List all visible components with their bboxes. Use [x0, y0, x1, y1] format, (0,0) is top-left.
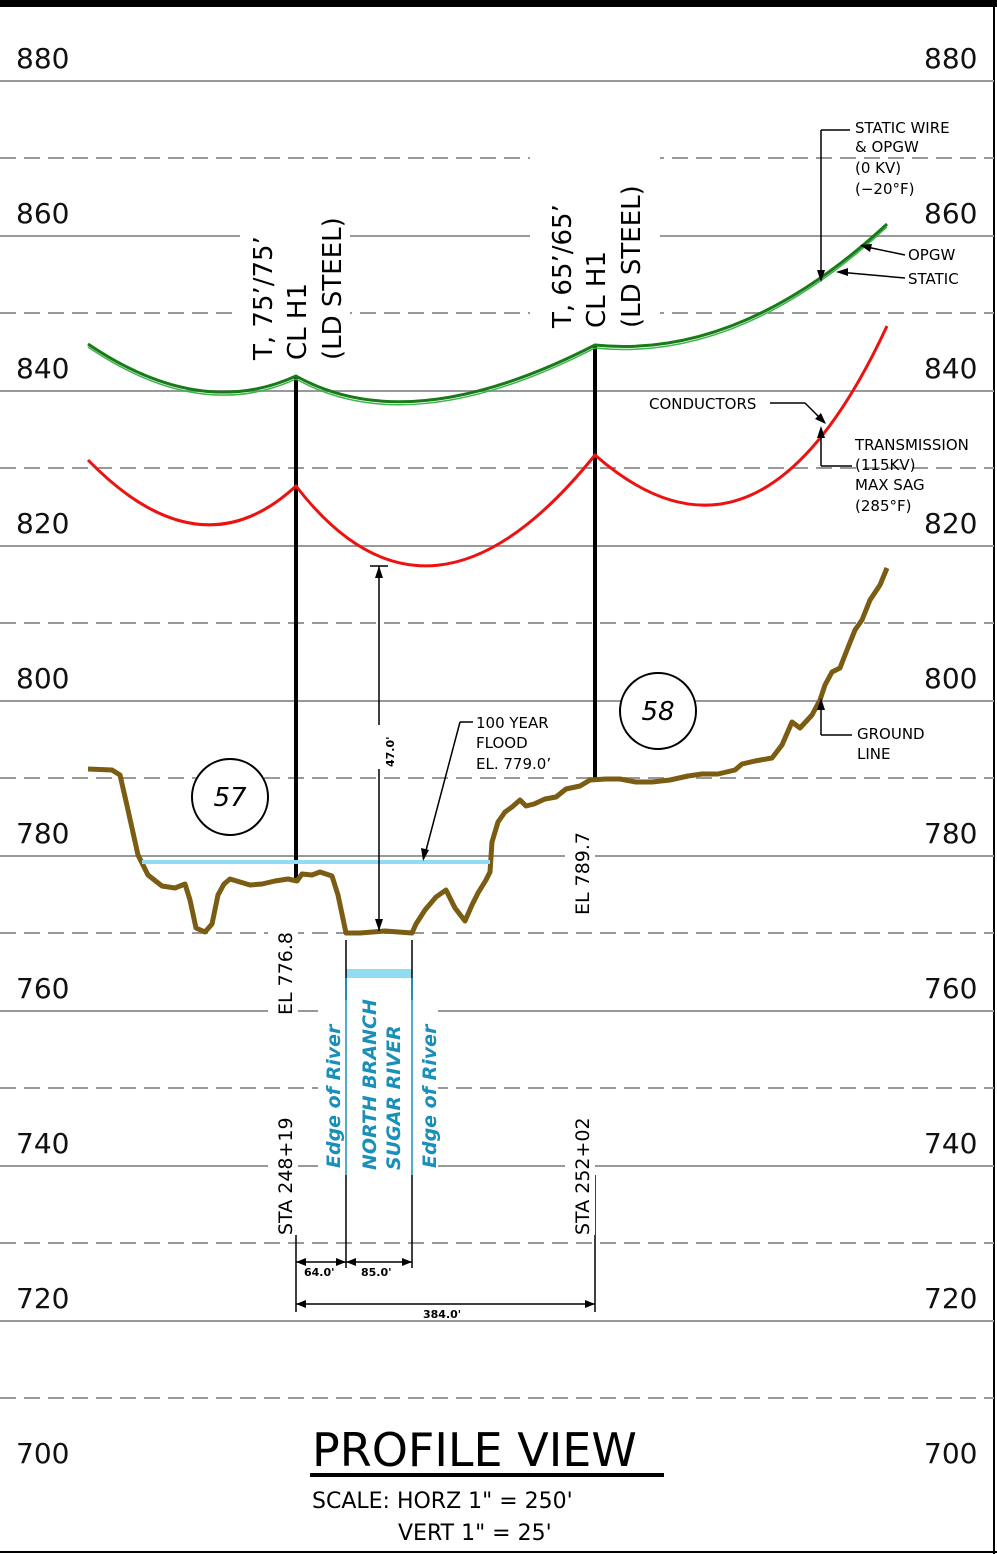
conductor-wire [86, 325, 889, 568]
elev-label: 860 [16, 197, 69, 230]
svg-text:(115KV): (115KV) [855, 456, 915, 474]
svg-text:FLOOD: FLOOD [476, 734, 528, 752]
dim-64: 64.0' [304, 1266, 335, 1279]
svg-text:CL H1: CL H1 [283, 283, 313, 360]
flood-callout: 100 YEAR FLOOD EL. 779.0’ [421, 714, 551, 861]
elev-label: 700 [924, 1437, 977, 1470]
river-name-line1: NORTH BRANCH [359, 999, 381, 1170]
dim-85: 85.0' [361, 1266, 392, 1279]
elev-label: 740 [924, 1127, 977, 1160]
svg-text:EL 776.8: EL 776.8 [275, 932, 297, 1015]
tower-57-marker: 57 [191, 758, 269, 836]
elev-label: 840 [16, 352, 69, 385]
scale-horizontal: SCALE: HORZ 1" = 250' [312, 1489, 573, 1514]
svg-text:MAX SAG: MAX SAG [855, 476, 925, 494]
tower-58-station: STA 252+02 [565, 1090, 595, 1235]
tower-57-label: T, 75’/75’ CL H1 (LD STEEL) [249, 217, 348, 361]
svg-text:& OPGW: & OPGW [855, 138, 919, 156]
svg-text:(−20°F): (−20°F) [855, 180, 915, 198]
page-title: PROFILE VIEW [312, 1423, 637, 1477]
elev-label: 820 [924, 507, 977, 540]
svg-text:TRANSMISSION: TRANSMISSION [854, 436, 969, 454]
grid-dashed [0, 157, 994, 1399]
elev-label: 720 [16, 1282, 69, 1315]
elev-label: 740 [16, 1127, 69, 1160]
svg-text:(LD STEEL): (LD STEEL) [318, 217, 348, 360]
river-water [346, 969, 412, 978]
elev-label: 780 [924, 817, 977, 850]
elev-label: 700 [16, 1437, 69, 1470]
river-name-line2: SUGAR RIVER [383, 1025, 405, 1170]
static-wire [87, 222, 889, 406]
scale-vertical: VERT 1" = 25' [398, 1521, 552, 1546]
svg-text:CL H1: CL H1 [582, 251, 612, 328]
opgw-callout: OPGW [860, 244, 955, 264]
svg-text:T, 75’/75’: T, 75’/75’ [249, 236, 279, 361]
elev-label: 880 [16, 42, 69, 75]
span-dimensions: 64.0' 85.0' 384.0' [296, 1258, 595, 1321]
elev-label: 760 [924, 972, 977, 1005]
elevation-axis-left: 880 860 840 820 800 780 760 740 720 700 [16, 42, 69, 1470]
elev-label: 800 [16, 662, 69, 695]
svg-text:EL 789.7: EL 789.7 [572, 832, 594, 915]
clearance-dimension: 47.0' [368, 565, 397, 931]
clearance-label: 47.0' [384, 736, 397, 767]
elevation-axis-right: 880 860 840 820 800 780 760 740 720 700 [924, 42, 977, 1470]
svg-text:STA 248+19: STA 248+19 [275, 1117, 297, 1235]
elev-label: 760 [16, 972, 69, 1005]
svg-text:CONDUCTORS: CONDUCTORS [649, 395, 756, 413]
title-block: PROFILE VIEW SCALE: HORZ 1" = 250' VERT … [310, 1423, 664, 1546]
svg-text:58: 58 [641, 697, 674, 727]
svg-text:(LD STEEL): (LD STEEL) [617, 185, 647, 328]
conductors-callout: CONDUCTORS [649, 395, 826, 424]
transmission-callout: TRANSMISSION (115KV) MAX SAG (285°F) [817, 426, 969, 515]
tower-57-station: STA 248+19 [268, 1095, 298, 1235]
ground-line [87, 567, 890, 936]
svg-text:OPGW: OPGW [908, 246, 955, 264]
elev-label: 820 [16, 507, 69, 540]
svg-text:T, 65’/65’: T, 65’/65’ [548, 204, 578, 329]
static-wire-callout: STATIC WIRE & OPGW (0 KV) (−20°F) [817, 119, 950, 282]
ground-line-callout: GROUND LINE [817, 698, 925, 763]
edge-of-river-right: Edge of River [419, 1023, 441, 1168]
tower-57-elevation: EL 776.8 [268, 905, 298, 1015]
svg-text:(0 KV): (0 KV) [855, 159, 901, 177]
svg-text:100 YEAR: 100 YEAR [476, 714, 549, 732]
svg-text:(285°F): (285°F) [855, 497, 911, 515]
elev-label: 800 [924, 662, 977, 695]
top-border [0, 0, 997, 7]
static-callout: STATIC [836, 268, 959, 288]
edge-of-river-left: Edge of River [323, 1023, 345, 1168]
svg-text:EL. 779.0’: EL. 779.0’ [476, 755, 551, 773]
elev-label: 860 [924, 197, 977, 230]
elev-label: 780 [16, 817, 69, 850]
grid [0, 80, 994, 1322]
tower-58-marker: 58 [619, 672, 697, 750]
svg-text:STATIC WIRE: STATIC WIRE [855, 119, 950, 137]
tower-58-elevation: EL 789.7 [565, 812, 595, 917]
svg-text:STATIC: STATIC [908, 270, 959, 288]
svg-text:LINE: LINE [857, 745, 890, 763]
elev-label: 880 [924, 42, 977, 75]
elev-label: 840 [924, 352, 977, 385]
svg-text:57: 57 [213, 783, 247, 813]
dim-384: 384.0' [423, 1308, 461, 1321]
elev-label: 720 [924, 1282, 977, 1315]
svg-text:STA 252+02: STA 252+02 [572, 1117, 594, 1235]
svg-text:GROUND: GROUND [857, 725, 925, 743]
tower-58-label: T, 65’/65’ CL H1 (LD STEEL) [548, 185, 647, 329]
